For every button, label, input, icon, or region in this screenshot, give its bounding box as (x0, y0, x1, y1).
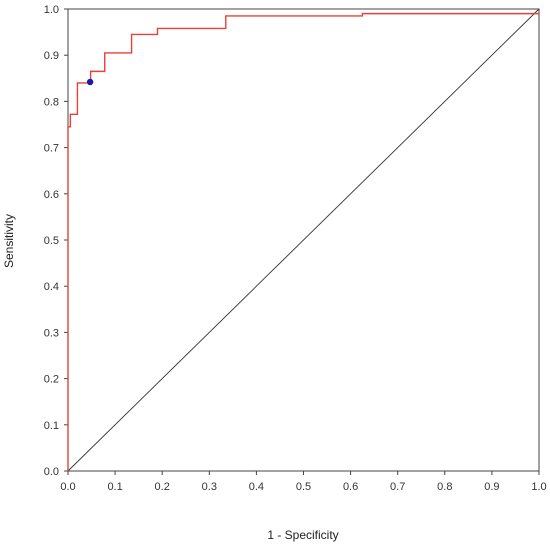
x-tick-label: 0.1 (107, 481, 122, 493)
y-tick-label: 0.4 (44, 281, 59, 293)
y-tick-label: 0.3 (44, 327, 59, 339)
y-tick-label: 1.0 (44, 4, 59, 16)
y-axis-ticks: 0.0 0.1 0.2 0.3 0.4 0.5 0.6 0.7 0.8 0.9 1.0 (44, 4, 68, 478)
x-tick-label: 0.3 (202, 481, 217, 493)
x-tick-label: 0.2 (155, 481, 170, 493)
y-tick-label: 0.2 (44, 374, 59, 386)
y-tick-label: 0.0 (44, 466, 59, 478)
x-axis-title: 1 - Specificity (267, 528, 338, 542)
y-axis-title: Sensitivity (2, 214, 16, 268)
y-tick-label: 0.6 (44, 189, 59, 201)
x-tick-label: 0.5 (296, 481, 311, 493)
y-tick-label: 0.1 (44, 420, 59, 432)
reference-diagonal-line (67, 8, 540, 472)
y-tick-label: 0.8 (44, 96, 59, 108)
y-tick-label: 0.9 (44, 50, 59, 62)
y-tick-label: 0.5 (44, 235, 59, 247)
x-tick-label: 0.7 (390, 481, 405, 493)
y-tick-label: 0.7 (44, 143, 59, 155)
x-tick-label: 0.8 (437, 481, 452, 493)
x-tick-label: 0.0 (60, 481, 75, 493)
point-group (86, 78, 94, 86)
x-tick-label: 1.0 (531, 481, 546, 493)
x-tick-label: 0.9 (484, 481, 499, 493)
optimal-cutoff-point (86, 78, 94, 86)
roc-curve-line (67, 12, 539, 471)
x-tick-label: 0.6 (343, 481, 358, 493)
series-group (67, 8, 540, 472)
x-axis-ticks: 0.0 0.1 0.2 0.3 0.4 0.5 0.6 0.7 0.8 0.9 1.0 (60, 471, 547, 493)
x-tick-label: 0.4 (249, 481, 264, 493)
